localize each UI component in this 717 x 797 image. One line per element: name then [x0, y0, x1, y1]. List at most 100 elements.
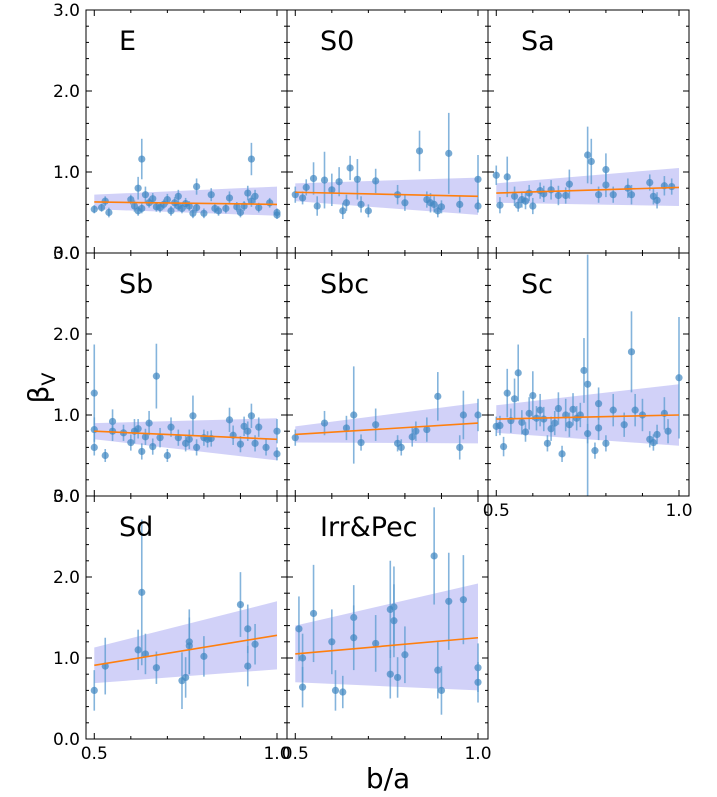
data-point	[562, 191, 570, 200]
panel-4: Sbc	[286, 252, 489, 497]
data-point	[247, 412, 256, 420]
confidence-band	[295, 583, 478, 691]
data-point	[653, 430, 661, 439]
data-point	[595, 191, 603, 199]
data-point	[591, 447, 599, 455]
data-point	[236, 208, 245, 217]
panel-plot-area	[90, 519, 278, 711]
data-point	[459, 411, 467, 419]
panel-title: S0	[320, 26, 354, 57]
data-point	[558, 450, 566, 458]
data-point	[273, 211, 281, 219]
data-point	[514, 369, 522, 377]
data-point	[273, 427, 281, 435]
data-point	[638, 411, 647, 419]
data-point	[101, 451, 109, 460]
y-axis-label: βV	[22, 373, 60, 404]
panel-plot-area	[492, 254, 683, 496]
confidence-band	[94, 601, 277, 684]
data-point	[353, 175, 361, 183]
data-point	[430, 200, 438, 208]
data-point	[251, 439, 259, 447]
data-point	[627, 191, 636, 199]
data-point	[503, 173, 511, 181]
data-point	[193, 204, 201, 212]
y-axis-label-main: β	[22, 386, 55, 404]
data-point	[163, 195, 171, 204]
data-point	[474, 411, 482, 419]
data-point	[401, 199, 409, 207]
data-point	[163, 451, 171, 460]
data-point	[547, 425, 555, 433]
data-point	[350, 634, 358, 642]
data-point	[434, 392, 442, 400]
data-point	[609, 406, 617, 414]
data-point	[236, 440, 245, 448]
data-point	[134, 646, 142, 654]
data-point	[141, 433, 150, 441]
data-point	[342, 199, 351, 207]
data-point	[423, 425, 431, 434]
panel-6: 0.0 1.0 2.0 3.0 0.5 1.0 Sd	[53, 487, 291, 764]
data-point	[309, 609, 318, 618]
data-point	[445, 149, 453, 157]
panel-plot-area	[90, 138, 281, 219]
data-point	[251, 192, 259, 200]
data-point	[141, 650, 150, 658]
data-point	[350, 411, 358, 419]
data-point	[174, 192, 182, 200]
data-point	[445, 597, 453, 605]
data-point	[167, 207, 175, 215]
data-point	[247, 155, 256, 163]
panel-frame	[85, 9, 288, 254]
data-point	[134, 425, 142, 433]
data-point	[649, 438, 658, 447]
data-point	[335, 178, 343, 186]
data-point	[193, 182, 201, 191]
data-point	[320, 419, 329, 427]
panel-frame	[286, 495, 489, 740]
data-point	[521, 428, 530, 436]
data-point	[152, 664, 160, 672]
data-point	[251, 640, 259, 648]
data-point	[554, 404, 563, 413]
panel-frame	[487, 252, 690, 497]
data-point	[503, 389, 511, 397]
data-point	[397, 443, 405, 451]
data-point	[298, 654, 307, 662]
data-point	[496, 201, 504, 209]
data-point	[236, 600, 245, 609]
panel-1: S0	[286, 9, 489, 254]
data-point	[266, 199, 274, 207]
data-point	[295, 625, 303, 633]
data-point	[551, 419, 559, 427]
data-point	[141, 191, 150, 199]
panel-0: 0.0 1.0 2.0 3.0 E	[53, 1, 288, 264]
data-point	[529, 391, 537, 400]
data-point	[357, 200, 365, 208]
data-point	[185, 202, 193, 210]
data-point	[233, 203, 241, 211]
data-point	[430, 552, 438, 560]
data-point	[595, 424, 603, 432]
panel-title: E	[119, 26, 136, 57]
data-point	[364, 207, 372, 215]
data-point	[580, 366, 588, 375]
data-point	[437, 203, 446, 211]
data-point	[386, 670, 394, 678]
y-tick-label: 0.0	[53, 487, 80, 507]
panel-title: Sbc	[320, 269, 369, 300]
data-point	[302, 183, 310, 191]
data-point	[331, 686, 340, 695]
x-tick-label: 1.0	[464, 744, 491, 764]
panel-title: Irr&Pec	[320, 512, 418, 543]
data-point	[346, 164, 354, 172]
y-tick-label: 3.0	[53, 244, 80, 264]
x-axis-label: b/a	[366, 762, 410, 795]
fit-line	[496, 186, 680, 194]
x-tick-label: 1.0	[263, 744, 290, 764]
x-tick-label: 0.5	[282, 744, 309, 764]
data-point	[536, 406, 544, 414]
data-point	[189, 209, 197, 217]
